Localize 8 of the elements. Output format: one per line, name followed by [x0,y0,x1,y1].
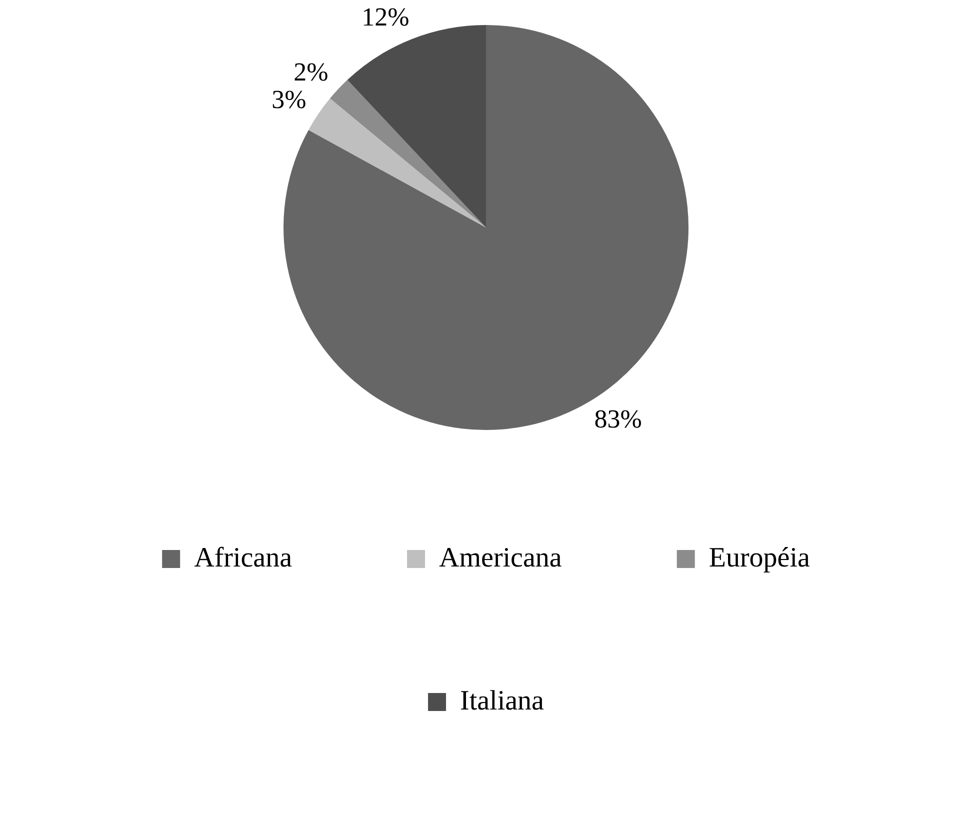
legend-label: Européia [708,542,810,574]
legend-label: Americana [439,542,562,574]
legend-label: Africana [194,542,293,574]
data-label: 3% [272,85,306,114]
legend-label: Italiana [460,685,545,716]
data-label: 83% [594,404,642,434]
data-label: 12% [362,2,410,32]
data-label: 2% [294,58,328,87]
